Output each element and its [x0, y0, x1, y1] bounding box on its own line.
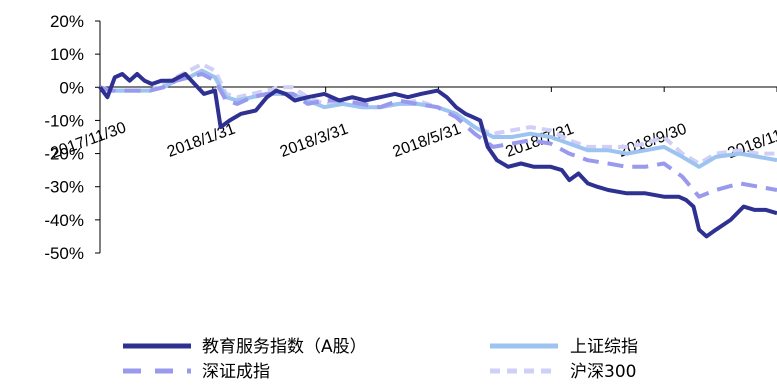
y-tick-label: -50%	[44, 244, 84, 263]
series-line-0	[98, 72, 777, 239]
legend-label: 教育服务指数（A股）	[202, 337, 367, 357]
y-tick-label: -20%	[44, 145, 84, 164]
y-tick-label: -10%	[44, 111, 84, 130]
y-tick-label: -40%	[44, 211, 84, 230]
y-tick-label: 0%	[59, 78, 84, 97]
series-line-1	[99, 68, 777, 169]
legend-label: 上证综指	[570, 337, 638, 357]
x-tick-label: 2018/1/31	[165, 121, 238, 161]
y-tick-label: -30%	[44, 178, 84, 197]
series-lines	[98, 62, 777, 239]
legend-label: 沪深300	[570, 362, 636, 382]
x-tick-label: 2018/3/31	[278, 121, 351, 161]
legend-label: 深证成指	[202, 362, 270, 382]
x-tick-label: 2018/5/31	[391, 121, 464, 161]
y-axis: 20% 10% 0% -10% -20% -30% -40% -50%	[44, 12, 101, 263]
y-tick-label: 20%	[50, 12, 84, 31]
y-tick-label: 10%	[50, 45, 84, 64]
